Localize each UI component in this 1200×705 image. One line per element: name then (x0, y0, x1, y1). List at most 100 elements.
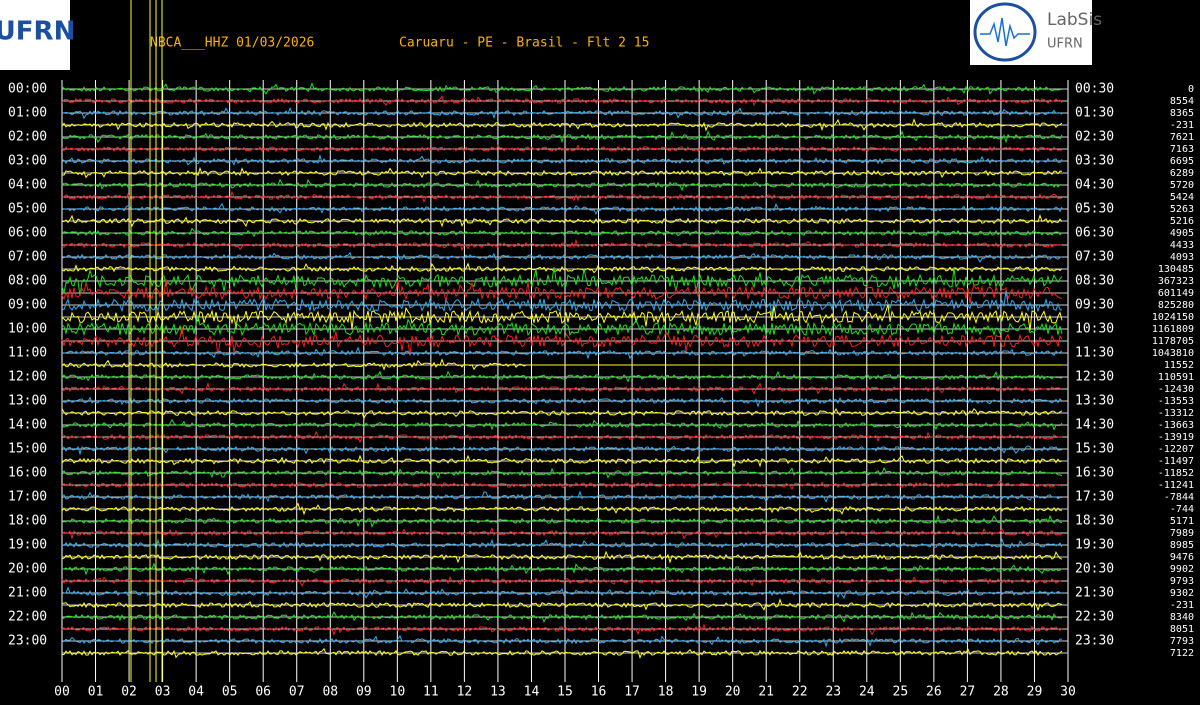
trace (61, 647, 1063, 659)
x-tick-label: 05 (222, 685, 238, 700)
trace (61, 370, 1063, 383)
right-time-label: 19:30 (1075, 538, 1114, 553)
trace (61, 178, 1063, 192)
trace (61, 562, 1063, 576)
offset-label: 5216 (1170, 216, 1194, 227)
trace (61, 623, 1063, 636)
offset-label: 0 (1188, 84, 1194, 95)
offset-label: 7989 (1170, 528, 1194, 539)
station-label: NBCA___HHZ 01/03/2026 (150, 36, 314, 51)
right-time-label: 11:30 (1075, 346, 1114, 361)
x-tick-label: 23 (825, 685, 841, 700)
left-time-label: 23:00 (8, 634, 47, 649)
left-time-label: 00:00 (8, 82, 47, 97)
x-tick-label: 04 (188, 685, 204, 700)
offset-label: 5171 (1170, 516, 1194, 527)
x-tick-label: 07 (289, 685, 305, 700)
left-time-label: 11:00 (8, 346, 47, 361)
left-time-label: 10:00 (8, 322, 47, 337)
trace (61, 479, 1063, 491)
x-tick-label: 18 (658, 685, 674, 700)
x-tick-label: 19 (691, 685, 707, 700)
trace (61, 304, 1063, 331)
left-time-label: 05:00 (8, 202, 47, 217)
right-time-label: 23:30 (1075, 634, 1114, 649)
offset-label: 1024150 (1152, 312, 1194, 323)
x-tick-label: 11 (423, 685, 439, 700)
right-time-label: 22:30 (1075, 610, 1114, 625)
trace (61, 95, 1063, 107)
trace (61, 315, 1063, 337)
offset-label: 9902 (1170, 564, 1194, 575)
offset-label: 4433 (1170, 240, 1194, 251)
logo-title: LabSis (1047, 10, 1102, 30)
offset-label: 9476 (1170, 552, 1194, 563)
location-label: Caruaru - PE - Brasil - Flt 2 15 (399, 36, 649, 51)
x-tick-label: 27 (960, 685, 976, 700)
trace (61, 502, 1063, 516)
logo-text: UFRN (0, 17, 75, 47)
traces (61, 0, 1063, 682)
offset-label: -12207 (1158, 444, 1194, 455)
offset-label: 5720 (1170, 180, 1194, 191)
right-time-label: 00:30 (1075, 82, 1114, 97)
trace (61, 418, 1063, 431)
offset-label: 5424 (1170, 192, 1194, 203)
right-time-label: 18:30 (1075, 514, 1114, 529)
right-time-label: 03:30 (1075, 154, 1114, 169)
trace (61, 514, 1063, 528)
x-tick-label: 02 (121, 685, 137, 700)
offset-label: 8985 (1170, 540, 1194, 551)
offset-label: 9793 (1170, 576, 1194, 587)
right-time-label: 12:30 (1075, 370, 1114, 385)
trace (61, 266, 1063, 296)
offset-label: 825280 (1158, 300, 1194, 311)
offset-label: -231 (1170, 120, 1194, 131)
left-time-label: 09:00 (8, 298, 47, 313)
right-time-label: 17:30 (1075, 490, 1114, 505)
trace (61, 290, 1063, 316)
x-tick-label: 29 (1027, 685, 1043, 700)
trace (61, 407, 1063, 420)
left-time-label: 18:00 (8, 514, 47, 529)
offset-label: -11241 (1158, 480, 1194, 491)
offset-label: -231 (1170, 600, 1194, 611)
left-time-label: 06:00 (8, 226, 47, 241)
trace (61, 166, 1063, 179)
offset-label: -11852 (1158, 468, 1194, 479)
trace (61, 490, 1063, 503)
left-time-label: 03:00 (8, 154, 47, 169)
trace (61, 106, 1063, 120)
trace (61, 358, 1062, 371)
x-tick-label: 03 (155, 685, 171, 700)
offset-label: 8340 (1170, 612, 1194, 623)
trace (61, 396, 1063, 408)
offset-label: -13663 (1158, 420, 1194, 431)
x-tick-label: 24 (859, 685, 875, 700)
offset-label: 110591 (1158, 372, 1194, 383)
trace (61, 118, 1063, 132)
ufrn-logo: UFRN (0, 0, 75, 70)
x-tick-label: 10 (390, 685, 406, 700)
left-time-label: 13:00 (8, 394, 47, 409)
x-tick-label: 09 (356, 685, 372, 700)
offset-label: 5263 (1170, 204, 1194, 215)
trace (61, 82, 1063, 96)
trace (61, 227, 1063, 238)
trace (61, 238, 1063, 252)
right-time-label: 15:30 (1075, 442, 1114, 457)
x-tick-label: 21 (758, 685, 774, 700)
offset-label: 1178705 (1152, 336, 1194, 347)
trace (61, 445, 1063, 456)
x-tick-label: 17 (624, 685, 640, 700)
offset-label: 6289 (1170, 168, 1194, 179)
offset-label: -744 (1170, 504, 1194, 515)
trace (61, 262, 1063, 274)
right-time-label: 21:30 (1075, 586, 1114, 601)
x-tick-label: 06 (255, 685, 271, 700)
offset-label: 4093 (1170, 252, 1194, 263)
logo-ring (973, 2, 1037, 62)
trace (61, 454, 1063, 468)
left-time-label: 02:00 (8, 130, 47, 145)
